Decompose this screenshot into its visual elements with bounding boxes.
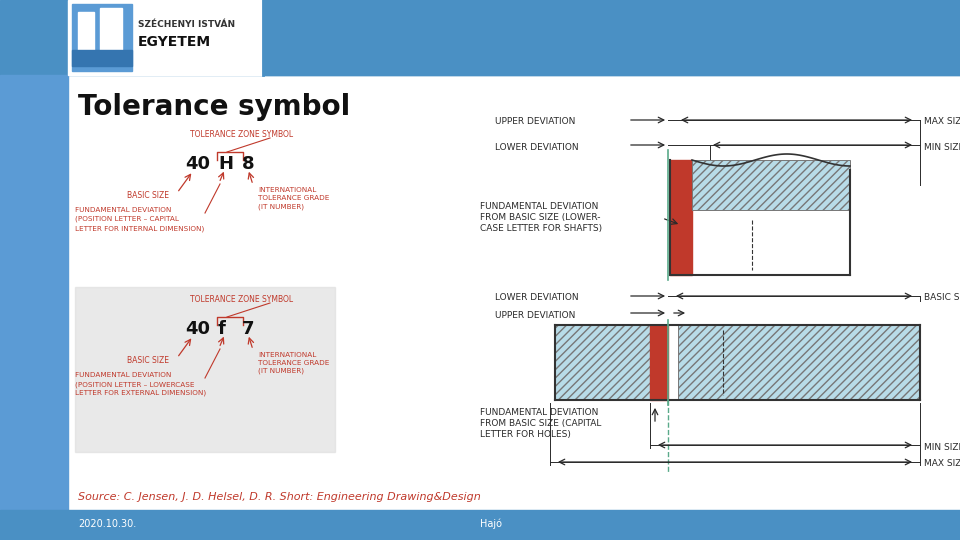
Text: LETTER FOR HOLES): LETTER FOR HOLES) [480,430,571,439]
Text: CASE LETTER FOR SHAFTS): CASE LETTER FOR SHAFTS) [480,224,602,233]
Bar [72,50,132,66]
Text: FROM BASIC SIZE (CAPITAL: FROM BASIC SIZE (CAPITAL [480,419,601,428]
Bar [72,4,132,71]
Text: MAX SIZE: MAX SIZE [924,460,960,469]
Text: BASIC SIZE: BASIC SIZE [127,191,169,200]
Text: LETTER FOR INTERNAL DIMENSION): LETTER FOR INTERNAL DIMENSION) [75,225,204,232]
Text: (IT NUMBER): (IT NUMBER) [258,203,304,210]
Text: 7: 7 [242,320,254,338]
Text: MIN SIZE: MIN SIZE [924,442,960,451]
Text: TOLERANCE GRADE: TOLERANCE GRADE [258,360,329,366]
Bar [0,75,68,540]
Text: (POSITION LETTER – LOWERCASE: (POSITION LETTER – LOWERCASE [75,381,195,388]
Text: UPPER DEVIATION: UPPER DEVIATION [495,310,575,320]
Text: f: f [218,320,226,338]
Text: BASIC SIZE: BASIC SIZE [924,294,960,302]
Text: H: H [218,155,233,173]
Bar [78,12,94,50]
Text: TOLERANCE ZONE SYMBOL: TOLERANCE ZONE SYMBOL [190,130,293,139]
Text: TOLERANCE GRADE: TOLERANCE GRADE [258,195,329,201]
Text: EGYETEM: EGYETEM [138,35,211,49]
Text: LETTER FOR EXTERNAL DIMENSION): LETTER FOR EXTERNAL DIMENSION) [75,390,206,396]
Text: Tolerance symbol: Tolerance symbol [78,93,350,121]
Bar [0,0,960,75]
Text: MIN SIZE: MIN SIZE [924,143,960,152]
Text: FROM BASIC SIZE (LOWER-: FROM BASIC SIZE (LOWER- [480,213,601,222]
Text: LOWER DEVIATION: LOWER DEVIATION [495,294,579,302]
Text: Hajó: Hajó [480,519,502,529]
Bar [68,0,263,75]
Text: 40: 40 [185,320,210,338]
Text: TOLERANCE ZONE SYMBOL: TOLERANCE ZONE SYMBOL [190,295,293,304]
Text: INTERNATIONAL: INTERNATIONAL [258,352,316,358]
Text: FUNDAMENTAL DEVIATION: FUNDAMENTAL DEVIATION [480,202,598,211]
Text: MAX SIZE: MAX SIZE [924,118,960,126]
Bar [650,325,668,400]
Text: FUNDAMENTAL DEVIATION: FUNDAMENTAL DEVIATION [75,207,172,213]
Text: SZÉCHENYI ISTVÁN: SZÉCHENYI ISTVÁN [138,20,235,29]
Text: FUNDAMENTAL DEVIATION: FUNDAMENTAL DEVIATION [480,408,598,417]
Bar [100,8,122,50]
Bar [670,160,850,275]
Bar [670,160,692,275]
Bar [0,510,960,540]
Text: BASIC SIZE: BASIC SIZE [127,356,169,365]
Text: 40: 40 [185,155,210,173]
Text: UPPER DEVIATION: UPPER DEVIATION [495,118,575,126]
Bar [263,0,960,75]
Text: 2020.10.30.: 2020.10.30. [78,519,136,529]
Text: 8: 8 [242,155,254,173]
Text: INTERNATIONAL: INTERNATIONAL [258,187,316,193]
Bar [75,287,335,452]
Text: FUNDAMENTAL DEVIATION: FUNDAMENTAL DEVIATION [75,372,172,378]
Bar [692,160,850,210]
Text: (POSITION LETTER – CAPITAL: (POSITION LETTER – CAPITAL [75,216,179,222]
Text: LOWER DEVIATION: LOWER DEVIATION [495,143,579,152]
Bar [678,325,920,400]
Text: (IT NUMBER): (IT NUMBER) [258,368,304,375]
Text: Source: C. Jensen, J. D. Helsel, D. R. Short: Engineering Drawing&Design: Source: C. Jensen, J. D. Helsel, D. R. S… [78,492,481,502]
Bar [555,325,650,400]
